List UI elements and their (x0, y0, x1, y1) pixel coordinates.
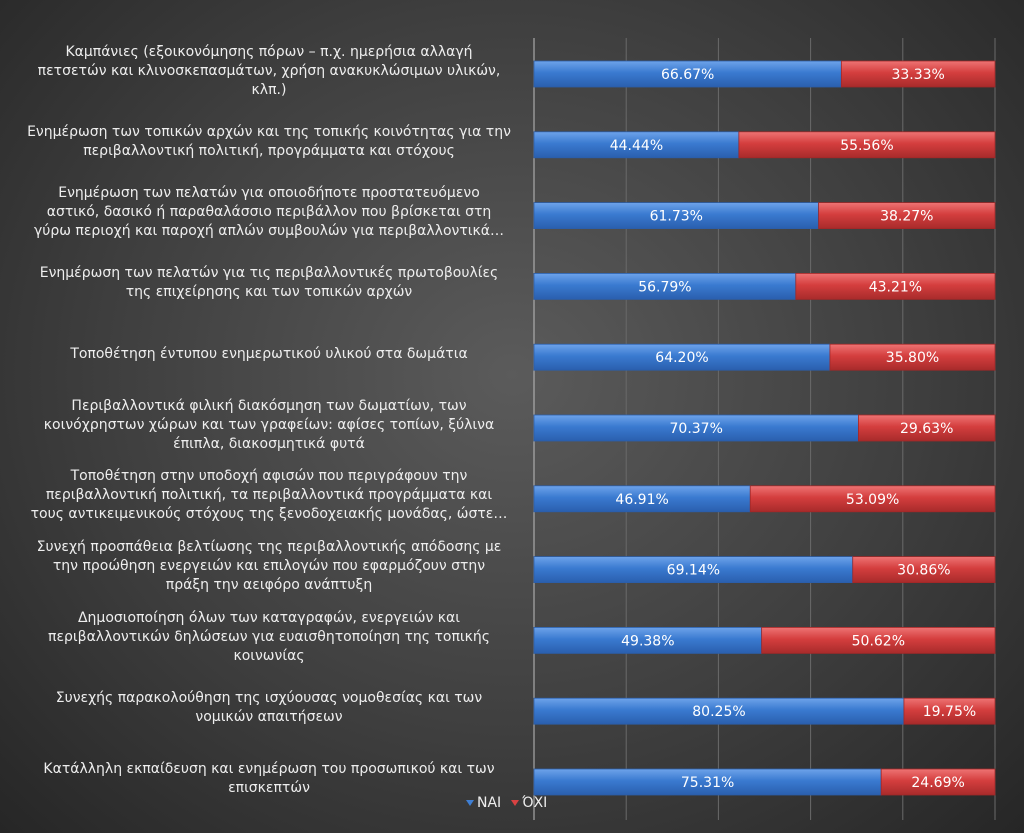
data-label-yes-3: 56.79% (638, 279, 691, 295)
data-label-no-6: 53.09% (846, 492, 899, 508)
legend-label-yes: ΝΑΙ (477, 795, 502, 811)
data-label-yes-2: 61.73% (650, 209, 703, 225)
category-label-line: την προώθηση ενεργειών και επιλογών που … (52, 558, 486, 575)
category-label-line: Συνεχής παρακολούθηση της ισχύουσας νομο… (55, 690, 483, 707)
category-label-line: Συνεχή προσπάθεια βελτίωσης της περιβαλλ… (36, 539, 502, 556)
bar-yes-2 (533, 202, 819, 230)
category-label-line: κλπ.) (251, 81, 287, 98)
category-label-line: κοινόχρηστων χώρων και των γραφείων: αφί… (43, 416, 495, 433)
category-label-8: Δημοσιοποίηση όλων των καταγραφών, ενεργ… (14, 609, 524, 666)
bar-no-4 (829, 343, 996, 371)
bar-no-10 (880, 768, 996, 796)
category-label-line: πετσετών και κλινοσκεπασμάτων, χρήση ανα… (37, 62, 501, 79)
data-label-yes-6: 46.91% (615, 492, 668, 508)
legend: ΝΑΙ ΌΧΙ (466, 795, 547, 811)
category-label-line: περιβαλλοντική πολιτική, τα περιβαλλοντι… (45, 487, 493, 504)
data-label-yes-8: 49.38% (621, 633, 674, 649)
data-label-yes-9: 80.25% (692, 704, 745, 720)
legend-label-no: ΌΧΙ (522, 795, 548, 811)
data-label-no-5: 29.63% (900, 421, 953, 437)
data-labels: 66.67% 33.33% 44.44% 55.56% 61.73% 38.27% 56.7… (610, 67, 976, 791)
category-label-line: Περιβαλλοντικά φιλική διακόσμηση των δωμ… (71, 397, 467, 414)
category-label-line: περιβαλλοντικών δηλώσεων για ευαισθητοπο… (48, 628, 490, 645)
data-label-yes-7: 69.14% (667, 563, 720, 579)
category-label-line: έπιπλα, διακοσμητικά φυτά (173, 435, 365, 452)
bar-yes-0 (533, 60, 842, 88)
data-label-yes-10: 75.31% (681, 775, 734, 791)
bar-no-9 (903, 697, 996, 725)
bar-yes-5 (533, 414, 859, 442)
bar-yes-8 (533, 627, 763, 654)
data-label-no-2: 38.27% (880, 209, 933, 225)
data-label-yes-5: 70.37% (670, 421, 723, 437)
category-label-0: Καμπάνιες (εξοικονόμησης πόρων – π.χ. ημ… (14, 43, 524, 100)
bar-yes-3 (533, 272, 797, 300)
category-label-7: Συνεχή προσπάθεια βελτίωσης της περιβαλλ… (14, 538, 524, 595)
data-label-no-4: 35.80% (886, 350, 939, 366)
category-label-line: τους αντικειμενικούς στόχους της ξενοδοχ… (30, 506, 508, 523)
data-label-yes-1: 44.44% (610, 138, 663, 154)
data-label-no-7: 30.86% (897, 563, 950, 579)
category-label-9: Συνεχής παρακολούθηση της ισχύουσας νομο… (14, 689, 524, 727)
bar-yes-6 (533, 485, 751, 513)
category-label-line: επισκεπτών (228, 780, 310, 796)
legend-item-no: ΌΧΙ (511, 795, 547, 811)
bar-no-0 (840, 60, 996, 88)
data-label-no-8: 50.62% (852, 633, 905, 649)
category-label-1: Ενημέρωση των τοπικών αρχών και της τοπι… (14, 123, 524, 161)
data-label-no-9: 19.75% (923, 704, 976, 720)
legend-marker-no (511, 800, 520, 806)
bar-yes-10 (533, 768, 882, 796)
data-label-yes-0: 66.67% (661, 67, 714, 83)
bar-no-1 (738, 131, 996, 159)
category-label-2: Ενημέρωση των πελατών για οποιοδήποτε πρ… (14, 184, 524, 241)
bars (533, 60, 996, 796)
category-label-line: νομικών απαιτήσεων (195, 709, 343, 726)
category-label-line: Κατάλληλη εκπαίδευση και ενημέρωση του π… (43, 761, 495, 777)
data-label-yes-4: 64.20% (655, 350, 708, 366)
category-label-4: Τοποθέτηση έντυπου ενημερωτικού υλικού σ… (14, 345, 524, 364)
data-label-no-3: 43.21% (869, 279, 922, 295)
category-label-line: Δημοσιοποίηση όλων των καταγραφών, ενεργ… (77, 609, 461, 626)
legend-marker-yes (466, 800, 474, 806)
bar-no-7 (852, 556, 996, 583)
bar-no-8 (761, 627, 996, 654)
category-label-10: Κατάλληλη εκπαίδευση και ενημέρωση του π… (14, 760, 524, 798)
category-label-line: πράξη την αειφόρο ανάπτυξη (165, 577, 373, 594)
category-label-line: κοινωνίας (233, 647, 305, 664)
data-label-no-1: 55.56% (840, 138, 893, 154)
category-label-line: της επιχείρησης και των τοπικών αρχών (125, 284, 413, 301)
category-label-line: Ενημέρωση των τοπικών αρχών και της τοπι… (27, 123, 511, 140)
data-label-no-0: 33.33% (891, 67, 944, 83)
category-label-line: αστικό, δασικό ή παραθαλάσσιο περιβάλλον… (46, 204, 492, 221)
bar-yes-4 (533, 343, 831, 371)
bar-no-6 (749, 485, 996, 513)
bar-no-2 (818, 202, 996, 230)
category-label-line: Ενημέρωση των πελατών για οποιοδήποτε πρ… (58, 185, 480, 202)
category-label-line: Τοποθέτηση έντυπου ενημερωτικού υλικού σ… (70, 345, 468, 362)
bar-no-3 (795, 272, 996, 300)
category-label-line: Τοποθέτηση στην υποδοχή αφισών που περιγ… (70, 468, 468, 485)
bar-no-5 (858, 414, 996, 442)
category-label-6: Τοποθέτηση στην υποδοχή αφισών που περιγ… (14, 467, 524, 524)
category-label-line: γύρω περιοχή και παροχή απλών συμβουλών … (33, 223, 504, 240)
data-label-no-10: 24.69% (911, 775, 964, 791)
category-label-line: περιβαλλοντική πολιτική, προγράμματα και… (83, 142, 455, 159)
category-label-5: Περιβαλλοντικά φιλική διακόσμηση των δωμ… (14, 397, 524, 454)
category-label-line: Καμπάνιες (εξοικονόμησης πόρων – π.χ. ημ… (65, 43, 473, 60)
category-label-line: Ενημέρωση των πελατών για τις περιβαλλον… (39, 265, 499, 282)
category-label-3: Ενημέρωση των πελατών για τις περιβαλλον… (14, 264, 524, 302)
legend-item-yes: ΝΑΙ (466, 795, 501, 811)
